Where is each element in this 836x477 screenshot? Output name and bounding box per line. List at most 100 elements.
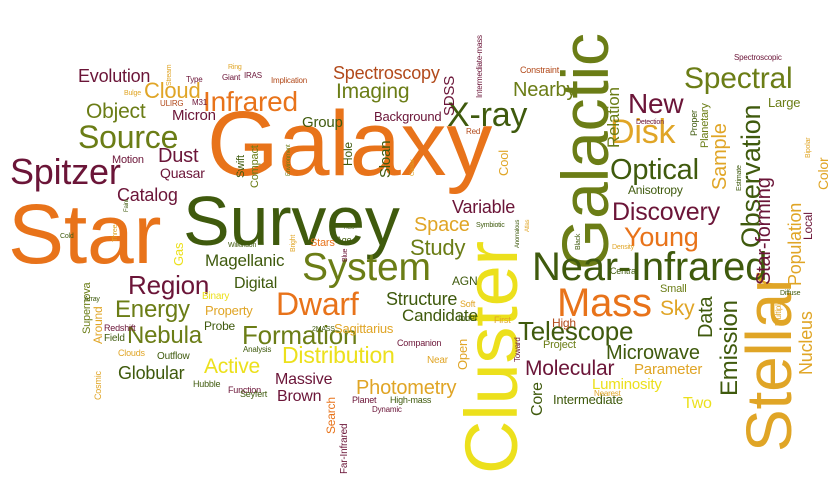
- word-intermediate: Intermediate: [553, 392, 623, 407]
- word-symbiotic: Symbiotic: [476, 222, 505, 229]
- word-space: Space: [414, 214, 470, 236]
- word-globular: Globular: [118, 363, 185, 383]
- word-digital: Digital: [234, 275, 278, 292]
- word-relation: Relation: [604, 87, 623, 148]
- word-around: Around: [91, 306, 105, 345]
- word-anisotropy: Anisotropy: [628, 183, 683, 197]
- word-imaging: Imaging: [336, 80, 410, 103]
- word-parameter: Parameter: [634, 361, 703, 378]
- word-multiple: Multiple: [774, 300, 783, 326]
- word-bipolar: Bipolar: [805, 137, 812, 158]
- word-faint: Faint: [124, 199, 130, 212]
- word-telescope: Telescope: [518, 316, 634, 346]
- word-stars: Stars: [310, 237, 335, 249]
- word-function: Function: [228, 385, 261, 395]
- word-bulge: Bulge: [124, 90, 141, 97]
- word-core: Core: [529, 382, 546, 416]
- word-project: Project: [543, 339, 576, 351]
- word-atlas: Atlas: [525, 219, 531, 232]
- word-intermediate-mass: Intermediate-mass: [475, 35, 484, 98]
- word-hole: Hole: [341, 142, 355, 166]
- word-bright: Bright: [290, 234, 297, 252]
- word-blue: Blue: [342, 248, 349, 262]
- word-survey: Survey: [183, 182, 400, 260]
- word-optical: Optical: [610, 154, 699, 186]
- word-cool: Cool: [496, 150, 511, 176]
- word-redshift: Redshift: [104, 323, 136, 333]
- word-sky: Sky: [660, 297, 695, 320]
- word-emission: Emission: [716, 300, 743, 396]
- word-new: New: [628, 88, 684, 119]
- word-quasar: Quasar: [160, 165, 205, 181]
- word-active: Active: [204, 355, 260, 378]
- word-nearest: Nearest: [594, 389, 621, 398]
- word-sample: Sample: [709, 123, 731, 190]
- word-nebula: Nebula: [127, 322, 202, 349]
- word-distribution: Distribution: [282, 342, 395, 368]
- word-small: Small: [660, 283, 687, 295]
- word-candidate: Candidate: [402, 306, 478, 325]
- word-study: Study: [410, 235, 466, 260]
- word-density: Density: [612, 244, 634, 251]
- word-planetary: Planetary: [699, 103, 711, 148]
- word-environment: Environment: [286, 144, 292, 176]
- word-infrared: Infrared: [203, 86, 298, 117]
- word-system: System: [302, 246, 431, 289]
- word-spectroscopic: Spectroscopic: [734, 53, 782, 62]
- word-dynamic: Dynamic: [372, 405, 402, 414]
- word-two: Two: [683, 395, 712, 412]
- word-young: Young: [624, 222, 699, 252]
- word-structure: Structure: [386, 289, 458, 309]
- word-nucleus: Nucleus: [796, 311, 816, 375]
- word-compact: Compact: [249, 145, 261, 188]
- word-disk: Disk: [610, 113, 676, 151]
- word-near: Near: [427, 355, 448, 366]
- word-stream: Stream: [166, 64, 173, 86]
- word-brown: Brown: [277, 388, 322, 405]
- word-giant: Giant: [222, 73, 241, 82]
- word-cold: Cold: [60, 233, 74, 240]
- word-sloan: Sloan: [377, 140, 394, 178]
- word-formation: Formation: [242, 320, 358, 350]
- word-probe: Probe: [204, 319, 236, 333]
- word-high-mass: High-mass: [390, 395, 432, 405]
- word-binary: Binary: [202, 291, 230, 302]
- word-ring: Ring: [228, 64, 242, 71]
- word-cosmic: Cosmic: [93, 371, 103, 400]
- word-star: Star: [8, 187, 162, 281]
- word-soft: Soft: [460, 299, 476, 309]
- word-discovery: Discovery: [612, 198, 720, 226]
- word-gas: Gas: [171, 242, 186, 266]
- word-galactic: Galactic: [548, 33, 622, 270]
- word-proper: Proper: [689, 110, 699, 136]
- word-dwarf: Dwarf: [276, 286, 359, 322]
- word-spectroscopy: Spectroscopy: [333, 63, 440, 83]
- word-estimate: Estimate: [736, 165, 743, 191]
- word-far-infrared: Far-Infrared: [339, 423, 350, 474]
- word-inner: Inner: [458, 313, 478, 323]
- word-spectral: Spectral: [684, 62, 793, 95]
- word-data: Data: [695, 296, 717, 338]
- word-search: Search: [324, 397, 338, 434]
- word-sagittarius: Sagittarius: [334, 321, 394, 336]
- word-motion: Motion: [112, 154, 144, 166]
- word-wilkinson: Wilkinson: [228, 242, 257, 249]
- word-microwave: Microwave: [606, 342, 700, 364]
- word-dust: Dust: [158, 145, 199, 167]
- word-photometry: Photometry: [356, 377, 457, 399]
- word-companion: Companion: [397, 338, 442, 348]
- word-m31: M31: [192, 98, 207, 107]
- word-molecular: Molecular: [525, 357, 615, 380]
- word-evolution: Evolution: [78, 66, 151, 86]
- word-energy: Energy: [115, 296, 190, 323]
- word-x-ray: X-ray: [447, 96, 528, 134]
- word-anomalous: Anomalous: [515, 219, 521, 248]
- word-hco-plus: HCO+: [344, 225, 358, 231]
- word-detection: Detection: [636, 119, 664, 126]
- word-implication: Implication: [271, 76, 308, 85]
- word-color: Color: [815, 157, 831, 190]
- word-iras: IRAS: [244, 71, 262, 80]
- word-first: First: [494, 315, 511, 325]
- word-2mass: 2MASS: [312, 326, 335, 333]
